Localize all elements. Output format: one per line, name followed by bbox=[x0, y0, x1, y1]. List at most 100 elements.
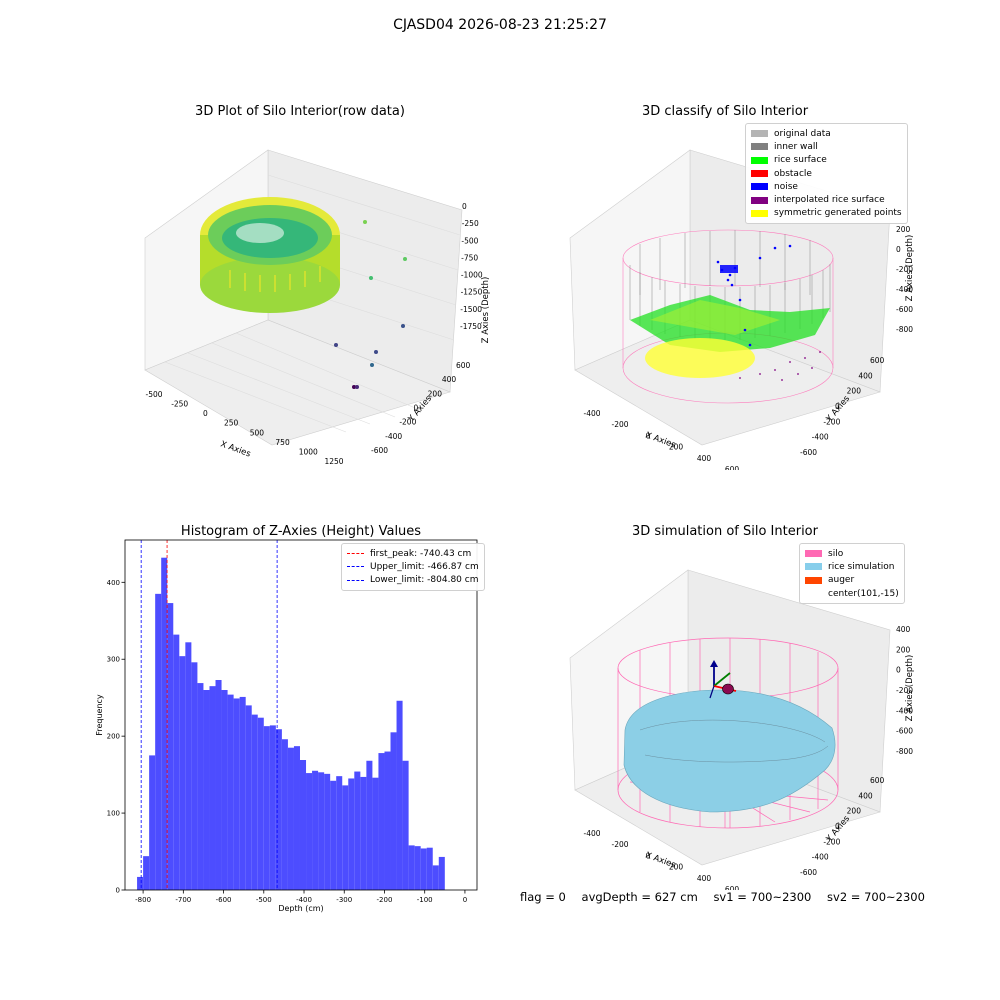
histogram-y-tick-label: 200 bbox=[107, 733, 120, 741]
histogram-x-tick-label: -400 bbox=[296, 896, 312, 904]
panel1-z-tick: -1250 bbox=[461, 288, 483, 297]
panel1-y-tick: 200 bbox=[428, 389, 443, 398]
panel1-y-tick: 400 bbox=[442, 375, 457, 384]
panel2-interpolated-points bbox=[739, 351, 821, 381]
panel1-z-tick: -750 bbox=[461, 253, 478, 262]
histogram-bar bbox=[426, 847, 433, 890]
panel2-x-tick: -200 bbox=[611, 420, 628, 429]
panel1-x-tick: 1250 bbox=[324, 457, 343, 466]
histogram-x-tick-label: -700 bbox=[175, 896, 191, 904]
panel2-y-tick: -600 bbox=[800, 448, 817, 457]
histogram-bar bbox=[330, 780, 337, 890]
panel2-title: 3D classify of Silo Interior bbox=[641, 104, 809, 119]
panel4-x-tick: 200 bbox=[669, 863, 684, 872]
histogram-bar bbox=[137, 876, 144, 890]
panel1-x-tick: 500 bbox=[250, 428, 265, 437]
panel4-x-tick: 400 bbox=[697, 874, 712, 883]
histogram-y-tick-label: 300 bbox=[107, 656, 120, 664]
histogram-bar bbox=[269, 725, 276, 890]
histogram-bar bbox=[318, 772, 325, 890]
legend-entry: Upper_limit: -466.87 cm bbox=[347, 560, 479, 573]
histogram-bar bbox=[432, 865, 439, 890]
panel2-y-tick: 0 bbox=[835, 402, 840, 411]
panel1-z-tick: 0 bbox=[462, 202, 467, 211]
histogram-x-tick-label: -300 bbox=[336, 896, 352, 904]
legend-swatch bbox=[751, 156, 768, 164]
histogram-bar bbox=[239, 696, 246, 890]
auger-icon bbox=[709, 660, 737, 699]
histogram-bar bbox=[203, 690, 210, 890]
panel1-x-tick: -500 bbox=[145, 390, 162, 399]
histogram-y-tick-label: 0 bbox=[116, 887, 120, 895]
histogram-y-ticks: 0 100 200 300 400 bbox=[107, 579, 125, 895]
legend-swatch bbox=[805, 590, 822, 597]
panel2-y-tick: 400 bbox=[858, 371, 873, 380]
panel4-x-label: X Axies bbox=[644, 850, 677, 870]
legend-entry: rice surface bbox=[751, 154, 902, 167]
legend-swatch bbox=[751, 170, 768, 178]
legend-entry: auger bbox=[805, 574, 899, 587]
panel2-x-tick: 200 bbox=[669, 443, 684, 452]
panel2-y-tick: -200 bbox=[823, 417, 840, 426]
histogram-bar bbox=[438, 856, 445, 890]
panel2-legend: original data inner wall rice surface obsta… bbox=[745, 123, 908, 225]
panel4-z-tick: -400 bbox=[896, 706, 913, 715]
histogram-x-tick-label: 0 bbox=[463, 896, 467, 904]
status-sv1: sv1 = 700~2300 bbox=[713, 890, 812, 904]
panel4-z-tick: -600 bbox=[896, 727, 913, 736]
panel2-z-tick: -600 bbox=[896, 305, 913, 314]
histogram-bar bbox=[402, 760, 409, 890]
histogram-bar bbox=[215, 680, 222, 890]
panel4-z-tick: 200 bbox=[896, 645, 911, 654]
panel1-plot: -500 -250 0 250 500 750 1000 1250 600 400 200 0 -20… bbox=[144, 149, 491, 466]
panel4-plot: -400 -200 0 200 400 600 600 400 200 0 -200 -400 -60… bbox=[569, 569, 915, 890]
histogram-bar bbox=[149, 755, 156, 890]
legend-label: silo bbox=[828, 548, 844, 559]
histogram-bar bbox=[336, 776, 343, 890]
panel4-y-ticks: 600 400 200 0 -200 -400 -600 bbox=[800, 776, 885, 877]
panel2-z-label: Z Axies (Depth) bbox=[905, 235, 915, 302]
histogram-bar bbox=[396, 700, 403, 890]
panel1-z-tick: -250 bbox=[462, 219, 479, 228]
histogram-bar bbox=[191, 662, 198, 890]
legend-swatch bbox=[805, 550, 822, 558]
histogram-bar bbox=[384, 751, 391, 890]
histogram-bar bbox=[293, 746, 300, 890]
panel1-z-tick: -1500 bbox=[460, 305, 482, 314]
panel2-x-tick: 400 bbox=[697, 454, 712, 463]
panel2-z-ticks: 200 0 -200 -400 -600 -800 bbox=[896, 225, 913, 334]
legend-entry: center(101,-15) bbox=[805, 587, 899, 600]
histogram-bars bbox=[137, 557, 445, 890]
panel4-x-tick: 0 bbox=[646, 851, 651, 860]
panel2-x-label: X Axies bbox=[644, 430, 677, 450]
histogram-reference-lines bbox=[140, 540, 278, 890]
panel1-y-tick: -200 bbox=[399, 418, 416, 427]
histogram-bar bbox=[221, 690, 228, 890]
legend-label: first_peak: -740.43 cm bbox=[370, 548, 472, 559]
histogram-bar bbox=[287, 747, 294, 890]
panel4-x-tick: -200 bbox=[611, 840, 628, 849]
status-flag: flag = 0 bbox=[520, 890, 566, 904]
panel3-title: Histogram of Z-Axies (Height) Values bbox=[180, 524, 422, 539]
legend-label: Upper_limit: -466.87 cm bbox=[370, 561, 479, 572]
panel2-x-tick: 600 bbox=[725, 465, 740, 470]
histogram-bar bbox=[185, 642, 192, 890]
panel4-y-tick: 0 bbox=[835, 822, 840, 831]
panel1-x-tick: -250 bbox=[171, 400, 188, 409]
histogram-bar bbox=[257, 717, 264, 890]
panel2-z-tick: -200 bbox=[896, 265, 913, 274]
panel1-outlier-points bbox=[334, 220, 407, 389]
panel4-z-tick: 0 bbox=[896, 666, 901, 675]
histogram-bar bbox=[233, 698, 240, 890]
histogram-bar bbox=[312, 770, 319, 890]
panel1-z-tick: -500 bbox=[461, 236, 478, 245]
histogram-bar bbox=[306, 773, 313, 890]
legend-label: rice surface bbox=[774, 155, 827, 166]
panel1-y-ticks: 600 400 200 0 -200 -400 -600 bbox=[371, 361, 471, 455]
panel1-z-ticks: 0 -250 -500 -750 -1000 -1250 -1500 -1750 bbox=[460, 202, 483, 331]
panel2-noise-points bbox=[716, 244, 792, 347]
histogram-bar bbox=[155, 593, 162, 890]
panel1-x-tick: 750 bbox=[275, 438, 290, 447]
panel1-x-label: X Axies bbox=[219, 439, 252, 459]
panel4-title: 3D simulation of Silo Interior bbox=[632, 524, 818, 539]
